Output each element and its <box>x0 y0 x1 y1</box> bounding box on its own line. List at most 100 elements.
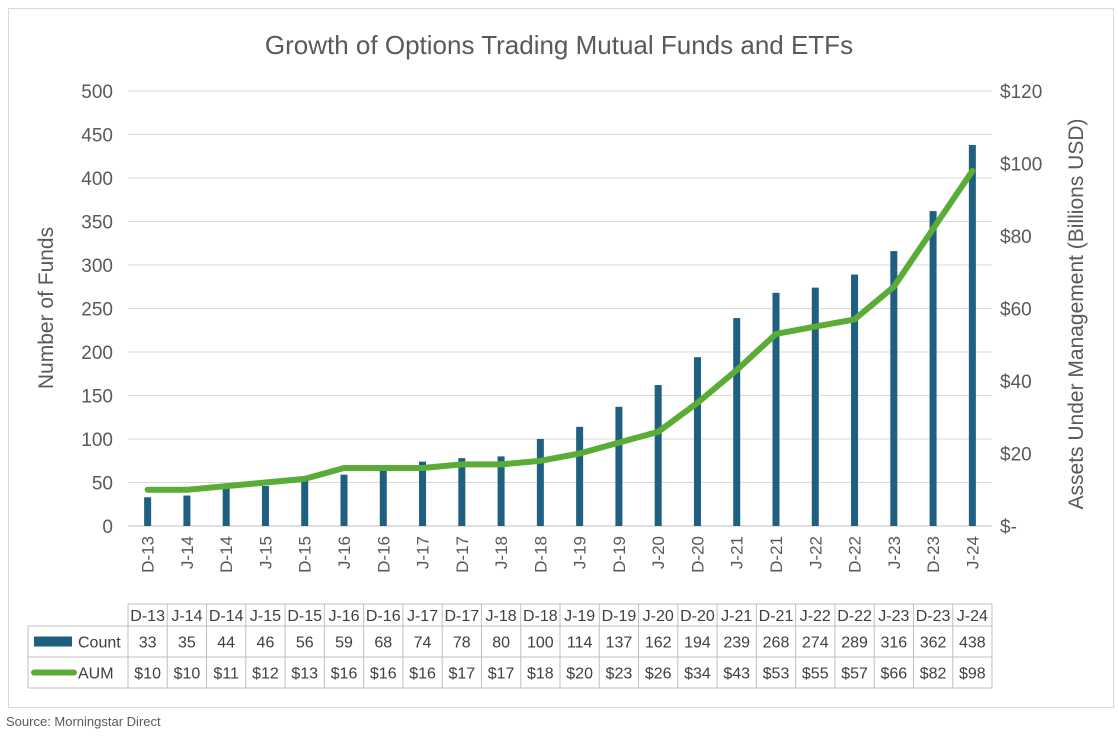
table-cell: $98 <box>959 666 986 683</box>
table-cell: 68 <box>374 635 392 652</box>
table-cell: 137 <box>606 635 633 652</box>
y-tick-label: 450 <box>81 126 113 147</box>
x-tick-label: J-19 <box>571 536 590 569</box>
table-cell: $12 <box>252 666 279 683</box>
x-tick-label: J-23 <box>885 536 904 569</box>
table-cell: $23 <box>606 666 633 683</box>
point-aum <box>380 465 386 471</box>
legend-key-count <box>34 636 72 647</box>
table-cell: 80 <box>492 635 510 652</box>
x-tick-label: D-21 <box>767 536 786 573</box>
x-tick-label: D-23 <box>924 536 943 573</box>
table-cell: $17 <box>448 666 475 683</box>
x-tick-label: J-16 <box>335 536 354 569</box>
bar-count <box>890 251 898 526</box>
table-cell: $82 <box>920 666 947 683</box>
x-tick-label: J-21 <box>728 536 747 569</box>
bar-count <box>497 456 505 526</box>
y2-axis-title: Assets Under Management (Billions USD) <box>1065 119 1088 510</box>
bar-count <box>693 357 701 526</box>
table-cell: $16 <box>370 666 397 683</box>
table-cell: $18 <box>527 666 554 683</box>
point-aum <box>537 458 543 464</box>
y-tick-label: 50 <box>92 474 113 495</box>
source-note: Source: Morningstar Direct <box>6 714 161 729</box>
x-tick-label: J-24 <box>963 536 982 569</box>
table-cell: 194 <box>684 635 711 652</box>
table-header-cell: D-14 <box>209 608 244 625</box>
x-tick-label: J-14 <box>178 536 197 569</box>
bar-count <box>379 466 387 526</box>
x-tick-label: D-22 <box>846 536 865 573</box>
table-header-cell: D-22 <box>837 608 872 625</box>
chart-title: Growth of Options Trading Mutual Funds a… <box>265 30 853 60</box>
table-cell: 35 <box>178 635 196 652</box>
bar-count <box>340 474 348 526</box>
table-header-cell: D-13 <box>130 608 165 625</box>
table-cell: $34 <box>684 666 711 683</box>
y-axis-title: Number of Funds <box>35 227 58 389</box>
table-cell: 78 <box>453 635 471 652</box>
table-cell: 162 <box>645 635 672 652</box>
bar-count <box>772 292 780 526</box>
y2-tick-label: $40 <box>1000 372 1032 393</box>
chart-svg: Growth of Options Trading Mutual Funds a… <box>27 30 1088 689</box>
table-cell: $43 <box>723 666 750 683</box>
point-aum <box>616 440 622 446</box>
point-aum <box>930 226 936 232</box>
table-header-cell: J-21 <box>721 608 752 625</box>
table-cell: $20 <box>566 666 593 683</box>
x-tick-label: J-18 <box>492 536 511 569</box>
point-aum <box>184 487 190 493</box>
y-tick-label: 250 <box>81 300 113 321</box>
table-cell: 362 <box>920 635 947 652</box>
y-tick-label: 400 <box>81 169 113 190</box>
table-cell: $66 <box>880 666 907 683</box>
table-row-label: Count <box>78 635 121 652</box>
y-tick-label: 500 <box>81 82 113 103</box>
table-header-cell: J-18 <box>486 608 517 625</box>
table-cell: 44 <box>217 635 235 652</box>
table-header-cell: D-19 <box>602 608 637 625</box>
table-row-label: AUM <box>78 666 114 683</box>
table-header-cell: D-20 <box>680 608 715 625</box>
bar-count <box>144 497 152 526</box>
y2-tick-label: $20 <box>1000 445 1032 466</box>
bar-count <box>419 461 427 526</box>
point-aum <box>498 461 504 467</box>
y-tick-label: 150 <box>81 387 113 408</box>
table-header-cell: D-16 <box>366 608 401 625</box>
table-cell: 438 <box>959 635 986 652</box>
bar-count <box>654 385 662 526</box>
x-tick-label: D-15 <box>296 536 315 573</box>
table-header-cell: J-15 <box>250 608 281 625</box>
bar-count <box>851 274 859 526</box>
y-tick-label: 0 <box>102 517 113 538</box>
bar-count <box>222 487 230 526</box>
table-header-cell: D-18 <box>523 608 558 625</box>
point-aum <box>420 465 426 471</box>
point-aum <box>341 465 347 471</box>
table-cell: 59 <box>335 635 353 652</box>
table-cell: $26 <box>645 666 672 683</box>
x-tick-label: D-18 <box>531 536 550 573</box>
y-tick-label: 300 <box>81 256 113 277</box>
y2-tick-label: $120 <box>1000 82 1042 103</box>
y-tick-label: 200 <box>81 343 113 364</box>
bar-count <box>968 144 976 526</box>
table-header-cell: D-21 <box>759 608 794 625</box>
table-cell: 268 <box>763 635 790 652</box>
table-header-cell: J-24 <box>957 608 988 625</box>
point-aum <box>459 461 465 467</box>
table-cell: 74 <box>414 635 432 652</box>
bar-count <box>733 318 741 526</box>
x-tick-label: D-14 <box>217 536 236 573</box>
bar-count <box>811 287 819 526</box>
table-cell: $57 <box>841 666 868 683</box>
table-cell: 316 <box>880 635 907 652</box>
bar-count <box>301 477 309 526</box>
table-header-cell: J-17 <box>407 608 438 625</box>
bar-count <box>929 211 937 526</box>
x-tick-label: J-20 <box>649 536 668 569</box>
point-aum <box>262 480 268 485</box>
